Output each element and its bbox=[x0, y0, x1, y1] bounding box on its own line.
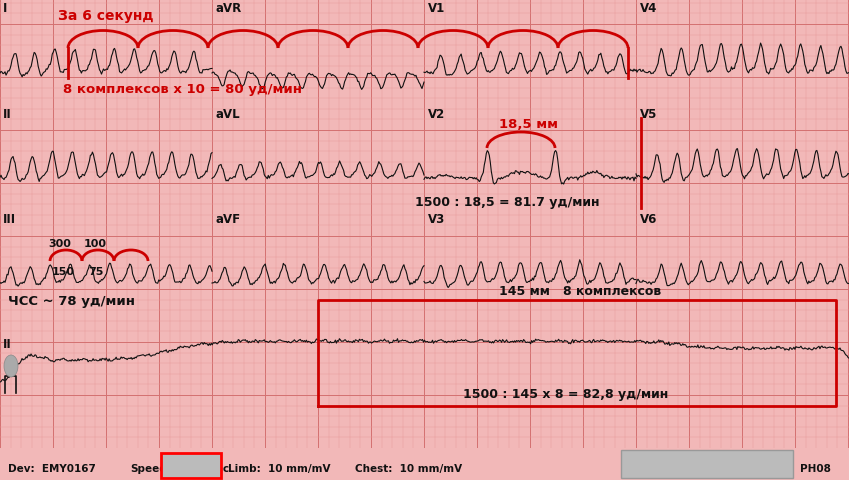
Text: I: I bbox=[3, 2, 8, 15]
Text: Limb:  10 mm/mV: Limb: 10 mm/mV bbox=[228, 464, 330, 474]
Text: 8 комплексов x 10 = 80 уд/мин: 8 комплексов x 10 = 80 уд/мин bbox=[63, 83, 302, 96]
Text: 1500 : 18,5 = 81.7 уд/мин: 1500 : 18,5 = 81.7 уд/мин bbox=[415, 196, 599, 209]
Text: aVF: aVF bbox=[216, 213, 241, 226]
Text: V3: V3 bbox=[428, 213, 445, 226]
Text: 150: 150 bbox=[52, 267, 75, 277]
Text: Chest:  10 mm/mV: Chest: 10 mm/mV bbox=[355, 464, 462, 474]
Text: 145 мм   8 комплексов: 145 мм 8 комплексов bbox=[499, 285, 661, 298]
Text: 18,5 мм: 18,5 мм bbox=[499, 118, 558, 131]
Text: III: III bbox=[3, 213, 16, 226]
Text: aVR: aVR bbox=[216, 2, 242, 15]
Text: За 6 секунд: За 6 секунд bbox=[58, 9, 154, 23]
Ellipse shape bbox=[4, 355, 18, 377]
Text: V4: V4 bbox=[640, 2, 657, 15]
Text: 100: 100 bbox=[84, 239, 107, 249]
Text: aVL: aVL bbox=[216, 108, 240, 121]
Text: Dev:  EMY0167: Dev: EMY0167 bbox=[8, 464, 96, 474]
Text: 300: 300 bbox=[48, 239, 70, 249]
Text: 25 mm/sec: 25 mm/sec bbox=[166, 464, 229, 474]
Text: V6: V6 bbox=[640, 213, 657, 226]
Text: II: II bbox=[3, 338, 12, 351]
Text: II: II bbox=[3, 108, 12, 121]
Text: V5: V5 bbox=[640, 108, 657, 121]
Text: V1: V1 bbox=[428, 2, 445, 15]
Text: 75: 75 bbox=[88, 267, 104, 277]
Text: PH08: PH08 bbox=[800, 464, 831, 474]
Text: F  50~  0.5-  40  Hz  W: F 50~ 0.5- 40 Hz W bbox=[626, 464, 756, 474]
Text: V2: V2 bbox=[428, 108, 445, 121]
FancyBboxPatch shape bbox=[621, 450, 793, 478]
Text: 1500 : 145 x 8 = 82,8 уд/мин: 1500 : 145 x 8 = 82,8 уд/мин bbox=[463, 388, 668, 401]
Text: Speed:: Speed: bbox=[130, 464, 171, 474]
FancyBboxPatch shape bbox=[161, 453, 221, 478]
Text: ЧСС ~ 78 уд/мин: ЧСС ~ 78 уд/мин bbox=[8, 295, 135, 308]
